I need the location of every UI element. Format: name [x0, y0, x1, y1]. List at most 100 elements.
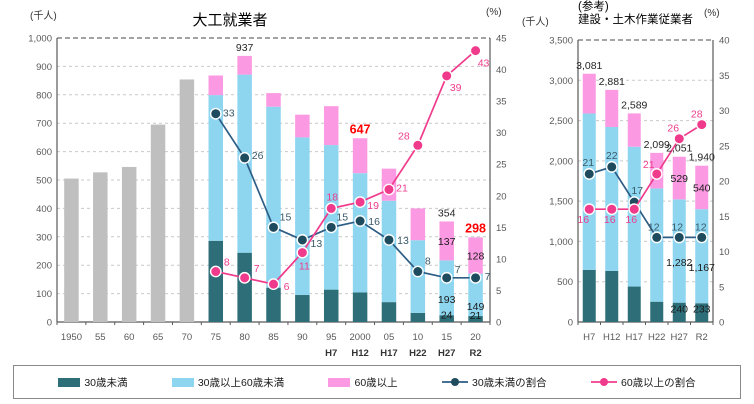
y-axis-label: 1,500: [549, 197, 573, 208]
bar-total-label: 298: [465, 221, 486, 235]
line-marker: [383, 183, 395, 196]
line-marker: [605, 160, 618, 173]
y-axis-label: 0: [568, 318, 573, 329]
bar-segment-over60: [627, 113, 641, 147]
bar-total-label: 647: [350, 122, 371, 136]
segment-label-over60: 128: [467, 251, 485, 263]
ratio-line: [215, 113, 476, 279]
bar-segment-under30: [208, 240, 224, 322]
line-marker: [238, 152, 251, 164]
y-axis-label: 1,000: [28, 34, 52, 45]
y-axis-label: 900: [36, 62, 52, 73]
x-axis-category-label: H17: [626, 332, 643, 343]
legend-label: 60歳以上: [354, 376, 398, 389]
x-axis-category-label: 85: [268, 332, 279, 343]
segment-label-under30: 21: [470, 310, 482, 322]
line-marker: [440, 271, 453, 284]
bar-segment-30to59: [323, 145, 339, 290]
segment-label-over60: 540: [693, 182, 711, 194]
bar-segment-30to59: [650, 188, 664, 302]
data-point-label: 28: [691, 109, 703, 121]
y-axis-label: 600: [36, 147, 52, 158]
y2-axis-label: 25: [719, 141, 730, 152]
line-marker: [469, 44, 482, 57]
bar-segment-under30: [650, 301, 664, 322]
line-marker: [354, 215, 366, 227]
data-point-label: 33: [223, 108, 235, 120]
y2-axis-label: 5: [719, 282, 724, 293]
bar-segment-under30: [672, 302, 686, 322]
data-point-label: 13: [311, 238, 323, 250]
x-axis-category-label: 95: [326, 332, 337, 343]
bar-segment-30to59: [266, 106, 281, 288]
bar-total-label: 937: [236, 42, 254, 54]
line-marker: [411, 139, 424, 152]
data-point-label: 8: [425, 256, 431, 268]
data-point-label: 15: [280, 211, 292, 223]
line-marker: [209, 107, 222, 120]
x-axis-category-label: H7: [583, 332, 595, 343]
right-chart-svg: 0 500 1,000 1,500 2,000 2,500 3,000 3,500 0 5 10 15…: [549, 36, 730, 344]
y-axis-label: 300: [36, 232, 52, 243]
data-point-label: 21: [582, 157, 594, 169]
bar-segment-30to59: [208, 95, 224, 241]
bar-segment-over60: [208, 75, 224, 96]
data-point-label: 7: [254, 263, 260, 275]
bar-total: [121, 166, 137, 322]
right-chart-unit-right: (%): [704, 8, 720, 19]
x-axis-sub-label: R2: [469, 348, 481, 359]
bar-segment-30to59: [582, 113, 596, 270]
bar-total-label: 2,589: [621, 99, 647, 111]
ratio-line: [215, 49, 477, 286]
segment-label-under30: 233: [693, 304, 711, 316]
line-marker: [673, 132, 686, 145]
legend-swatch-icon: [171, 377, 194, 387]
right-chart-title-line1: (参考): [578, 1, 609, 13]
line-marker: [238, 271, 251, 284]
bar-segment-over60: [439, 221, 454, 261]
legend-label: 30歳以上60歳未満: [197, 376, 285, 389]
line-marker: [411, 265, 424, 278]
bar-segment-under30: [352, 292, 368, 322]
bar-segment-under30: [410, 312, 426, 322]
right-chart-unit-left: (千人): [522, 17, 549, 28]
segment-label-30to59: 193: [438, 294, 456, 306]
y2-axis-label: 10: [496, 254, 507, 265]
bar-total: [93, 172, 108, 322]
data-point-label: 16: [577, 214, 589, 226]
y2-axis-label: 15: [496, 223, 507, 234]
data-point-label: 13: [397, 235, 409, 247]
bar-segment-under30: [439, 315, 454, 322]
y-axis-label: 700: [36, 119, 52, 130]
line-marker: [440, 69, 453, 82]
y2-axis-label: 20: [496, 191, 507, 202]
bar-segment-over60: [672, 156, 686, 200]
x-axis-category-label: 75: [210, 332, 221, 343]
legend-line-marker-icon: [590, 378, 617, 386]
y-axis-label: 2,500: [549, 116, 573, 127]
line-marker: [383, 234, 395, 246]
bar-segment-over60: [352, 138, 368, 174]
bar-segment-over60: [410, 208, 426, 241]
bar-total-label: 354: [438, 207, 456, 219]
line-marker: [695, 231, 708, 244]
bar-segment-over60: [605, 89, 619, 128]
x-axis-category-label: 2000: [350, 332, 371, 343]
y2-axis-label: 40: [496, 65, 507, 76]
x-axis-category-label: 60: [124, 332, 135, 343]
bar-segment-30to59: [605, 127, 619, 271]
bar-segment-over60: [295, 114, 310, 138]
line-marker: [354, 196, 366, 208]
y-axis-label: 1,000: [549, 237, 573, 248]
line-marker: [325, 202, 338, 215]
legend-item-over60: 60歳以上: [328, 375, 398, 390]
data-point-label: 12: [648, 221, 660, 233]
line-marker: [628, 203, 641, 216]
legend: 30歳未満 30歳以上60歳未満 60歳以上 30歳未満の割合 60歳以上の割合: [13, 365, 741, 399]
bar-segment-30to59: [672, 199, 686, 303]
line-marker: [650, 231, 663, 244]
y2-axis-label: 45: [496, 34, 507, 45]
bar-total-label: 2,099: [644, 139, 670, 151]
x-axis-category-label: 55: [95, 332, 106, 343]
